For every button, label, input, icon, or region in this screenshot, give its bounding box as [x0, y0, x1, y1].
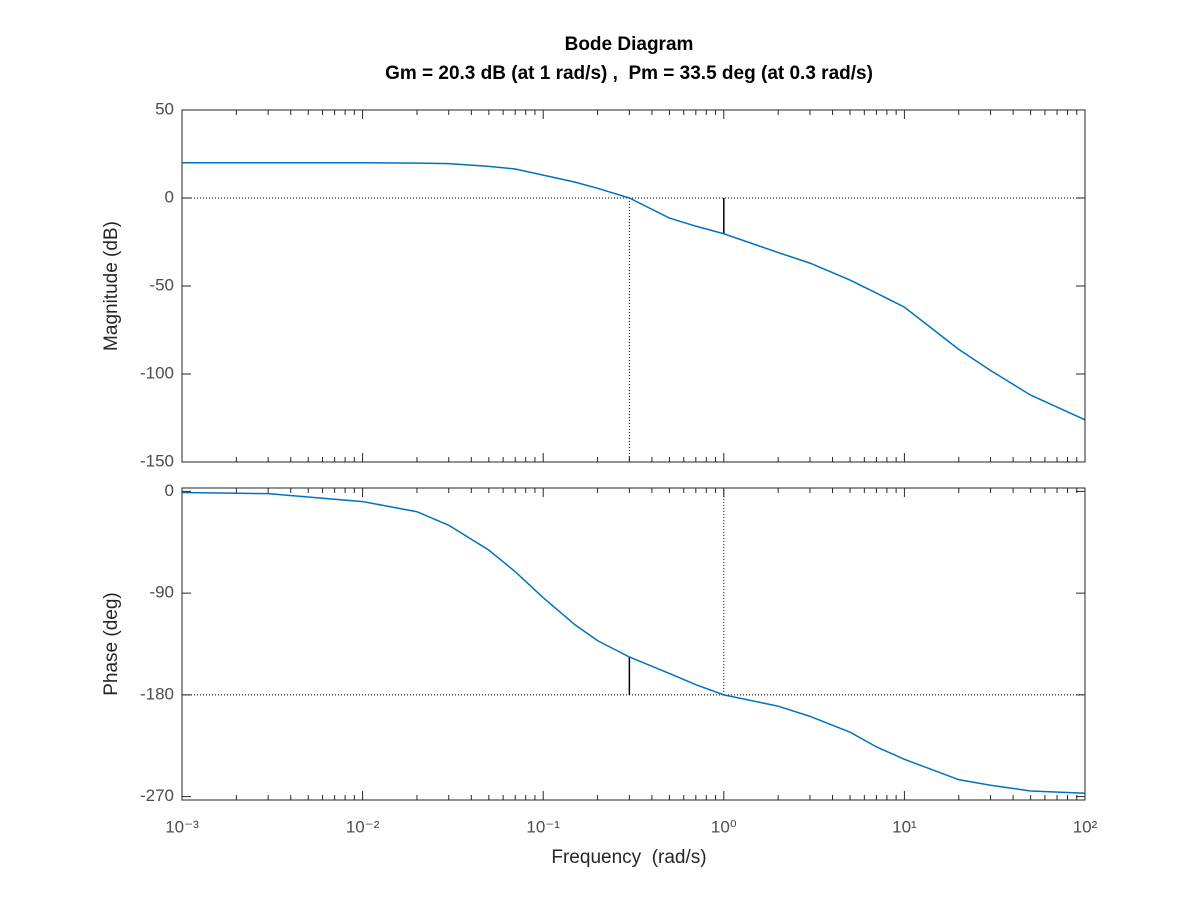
y-tick-label: -180	[140, 684, 174, 703]
axes-frame	[181, 109, 1086, 463]
y-tick-label: -100	[140, 363, 174, 382]
x-tick-label: 10⁻³	[165, 817, 199, 836]
y-axis-label: Magnitude (dB)	[101, 221, 122, 351]
x-tick-label: 10¹	[892, 817, 917, 836]
y-tick-label: 0	[165, 481, 174, 500]
y-tick-label: -90	[149, 583, 174, 602]
y-tick-label: -270	[140, 786, 174, 805]
x-tick-label: 10⁻²	[346, 817, 380, 836]
x-tick-label: 10⁰	[711, 817, 737, 836]
x-axis-label: Frequency (rad/s)	[551, 847, 706, 868]
response-line	[181, 491, 1086, 794]
y-tick-label: -50	[149, 275, 174, 294]
x-tick-label: 10⁻¹	[526, 817, 560, 836]
chart-title: Bode Diagram	[565, 34, 694, 55]
x-tick-label: 10²	[1073, 817, 1098, 836]
chart-subtitle: Gm = 20.3 dB (at 1 rad/s) , Pm = 33.5 de…	[385, 63, 873, 84]
axes-frame	[181, 487, 1086, 801]
y-tick-label: 0	[165, 187, 174, 206]
y-tick-label: -150	[140, 451, 174, 470]
y-axis-label: Phase (deg)	[101, 592, 122, 696]
response-line	[182, 162, 1086, 421]
y-tick-label: 50	[155, 99, 174, 118]
